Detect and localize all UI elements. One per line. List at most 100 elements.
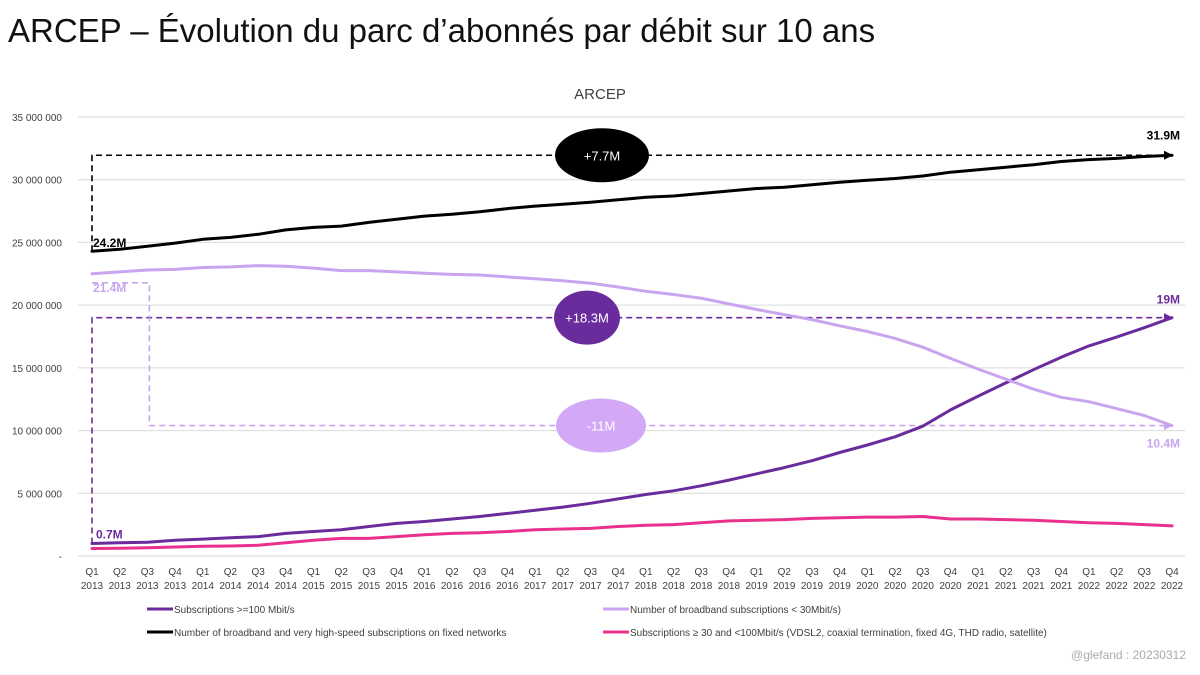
x-tick-quarter: Q4 — [1165, 567, 1179, 578]
x-tick-year: 2014 — [219, 581, 242, 592]
x-tick-year: 2015 — [302, 581, 325, 592]
x-tick-quarter: Q2 — [556, 567, 570, 578]
x-tick-year: 2022 — [1078, 581, 1101, 592]
x-tick-year: 2018 — [662, 581, 685, 592]
delta-bubble — [554, 290, 620, 345]
delta-bubble — [555, 128, 649, 183]
x-tick-year: 2022 — [1133, 581, 1156, 592]
y-tick-label: 25 000 000 — [12, 238, 62, 249]
x-tick-quarter: Q4 — [279, 567, 293, 578]
legend-label: Number of broadband and very high-speed … — [174, 628, 506, 639]
x-tick-year: 2016 — [469, 581, 492, 592]
legend: Subscriptions >=100 Mbit/s Number of broa… — [147, 605, 1047, 639]
x-tick-quarter: Q4 — [611, 567, 625, 578]
series-line-0 — [90, 316, 1174, 545]
x-tick-quarter: Q4 — [1055, 567, 1069, 578]
x-tick-year: 2016 — [441, 581, 464, 592]
start-label: 24.2M — [93, 236, 126, 250]
series-line-2 — [90, 153, 1174, 253]
x-tick-year: 2015 — [330, 581, 353, 592]
y-tick-label: - — [59, 552, 62, 563]
x-tick-year: 2021 — [967, 581, 990, 592]
x-tick-quarter: Q3 — [1027, 567, 1041, 578]
x-tick-quarter: Q4 — [722, 567, 736, 578]
delta-arrow — [91, 150, 1173, 252]
series-line-3 — [90, 515, 1174, 550]
delta-label: +18.3M — [565, 311, 609, 326]
x-tick-year: 2019 — [745, 581, 768, 592]
x-tick-year: 2018 — [690, 581, 713, 592]
x-tick-quarter: Q2 — [1110, 567, 1124, 578]
x-tick-quarter: Q1 — [971, 567, 985, 578]
x-tick-quarter: Q2 — [667, 567, 681, 578]
delta-arrow — [91, 313, 1173, 544]
x-tick-quarter: Q1 — [528, 567, 542, 578]
start-label: 21.4M — [93, 281, 126, 295]
grid — [78, 116, 1185, 557]
x-tick-year: 2021 — [1050, 581, 1073, 592]
delta-label: -11M — [587, 419, 616, 434]
x-tick-year: 2015 — [385, 581, 408, 592]
x-tick-quarter: Q4 — [168, 567, 182, 578]
x-tick-year: 2018 — [718, 581, 741, 592]
x-tick-year: 2016 — [413, 581, 436, 592]
x-tick-year: 2020 — [939, 581, 962, 592]
y-tick-label: 10 000 000 — [12, 427, 62, 438]
x-tick-quarter: Q2 — [224, 567, 238, 578]
x-tick-quarter: Q4 — [501, 567, 515, 578]
x-tick-year: 2014 — [275, 581, 298, 592]
x-tick-year: 2013 — [136, 581, 159, 592]
page-title: ARCEP – Évolution du parc d’abonnés par … — [8, 12, 876, 49]
x-tick-year: 2017 — [552, 581, 575, 592]
x-axis: Q1 2013 Q2 2013 Q3 2013 Q4 2013 Q1 2014 Q2 2014 Q3 20… — [81, 567, 1184, 592]
x-tick-year: 2017 — [579, 581, 602, 592]
x-tick-quarter: Q1 — [639, 567, 653, 578]
end-label: 10.4M — [1147, 437, 1180, 451]
x-tick-year: 2015 — [358, 581, 381, 592]
end-label: 19M — [1157, 293, 1180, 307]
x-tick-quarter: Q3 — [695, 567, 709, 578]
x-tick-quarter: Q3 — [584, 567, 598, 578]
x-tick-year: 2016 — [496, 581, 519, 592]
x-tick-quarter: Q2 — [113, 567, 127, 578]
x-tick-year: 2013 — [109, 581, 132, 592]
x-tick-quarter: Q1 — [307, 567, 321, 578]
x-tick-quarter: Q4 — [944, 567, 958, 578]
x-tick-quarter: Q2 — [999, 567, 1013, 578]
x-tick-quarter: Q1 — [750, 567, 764, 578]
x-tick-quarter: Q1 — [418, 567, 432, 578]
x-tick-year: 2013 — [81, 581, 104, 592]
x-tick-quarter: Q3 — [362, 567, 376, 578]
delta-arrow — [92, 281, 1173, 431]
chart-title: ARCEP — [574, 86, 626, 103]
x-tick-year: 2021 — [1022, 581, 1045, 592]
x-tick-year: 2022 — [1105, 581, 1128, 592]
y-tick-label: 35 000 000 — [12, 113, 62, 124]
delta-label: +7.7M — [584, 148, 621, 163]
x-tick-year: 2020 — [912, 581, 935, 592]
x-tick-year: 2013 — [164, 581, 187, 592]
x-tick-quarter: Q1 — [861, 567, 875, 578]
credit-watermark: @glefand : 20230312 — [1071, 648, 1186, 662]
delta-bubble — [556, 398, 646, 453]
end-label: 31.9M — [1147, 128, 1180, 142]
x-tick-quarter: Q2 — [888, 567, 902, 578]
x-tick-quarter: Q4 — [390, 567, 404, 578]
delta-arrows: +7.7M +18.3M -11M — [91, 128, 1173, 544]
x-tick-year: 2020 — [884, 581, 907, 592]
x-tick-quarter: Q3 — [473, 567, 487, 578]
series-lines — [90, 153, 1174, 550]
y-tick-label: 30 000 000 — [12, 176, 62, 187]
x-tick-quarter: Q2 — [778, 567, 792, 578]
y-axis: - 5 000 000 10 000 000 15 000 000 20 000 000… — [12, 113, 62, 563]
x-tick-year: 2018 — [635, 581, 658, 592]
x-tick-quarter: Q1 — [1082, 567, 1096, 578]
x-tick-year: 2019 — [829, 581, 852, 592]
x-tick-quarter: Q3 — [805, 567, 819, 578]
x-tick-quarter: Q3 — [916, 567, 930, 578]
x-tick-year: 2014 — [247, 581, 270, 592]
x-tick-quarter: Q1 — [196, 567, 210, 578]
y-tick-label: 15 000 000 — [12, 364, 62, 375]
x-tick-year: 2017 — [524, 581, 547, 592]
